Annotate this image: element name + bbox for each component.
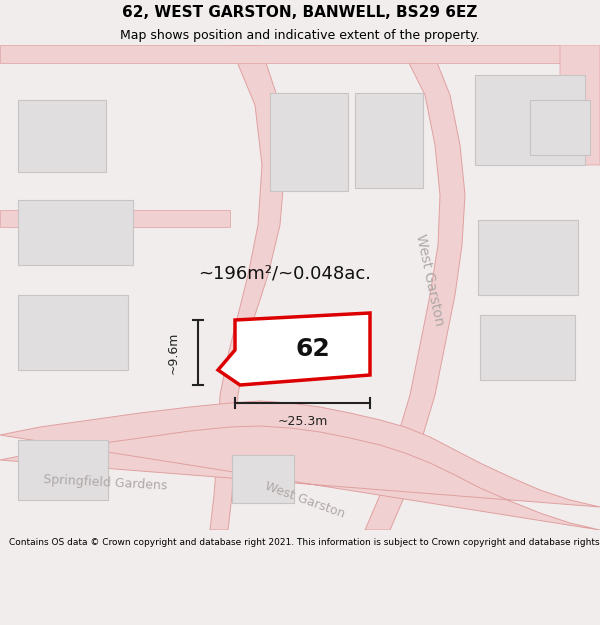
Polygon shape [218, 313, 370, 385]
Polygon shape [0, 210, 230, 227]
Polygon shape [0, 401, 600, 530]
Text: 62: 62 [295, 337, 330, 361]
Polygon shape [0, 45, 600, 63]
Text: Map shows position and indicative extent of the property.: Map shows position and indicative extent… [120, 29, 480, 42]
Bar [232, 455, 294, 503]
Text: West Garston: West Garston [413, 233, 446, 327]
Text: ~9.6m: ~9.6m [167, 331, 180, 374]
Polygon shape [210, 45, 285, 530]
Bar [480, 315, 575, 380]
Bar [530, 100, 590, 155]
Text: 62, WEST GARSTON, BANWELL, BS29 6EZ: 62, WEST GARSTON, BANWELL, BS29 6EZ [122, 5, 478, 20]
Polygon shape [560, 45, 600, 165]
Text: West Garston: West Garston [263, 479, 347, 521]
Polygon shape [365, 45, 465, 530]
Text: ~25.3m: ~25.3m [277, 415, 328, 428]
Text: Springfield Gardens: Springfield Gardens [43, 473, 167, 492]
Bar [18, 100, 106, 172]
Bar [18, 440, 108, 500]
Text: ~196m²/~0.048ac.: ~196m²/~0.048ac. [199, 264, 371, 282]
Bar [478, 220, 578, 295]
Bar [18, 200, 133, 265]
Text: Contains OS data © Crown copyright and database right 2021. This information is : Contains OS data © Crown copyright and d… [9, 538, 600, 547]
Bar [270, 93, 348, 191]
Bar [475, 75, 585, 165]
Bar [18, 295, 128, 370]
Bar [355, 93, 423, 188]
